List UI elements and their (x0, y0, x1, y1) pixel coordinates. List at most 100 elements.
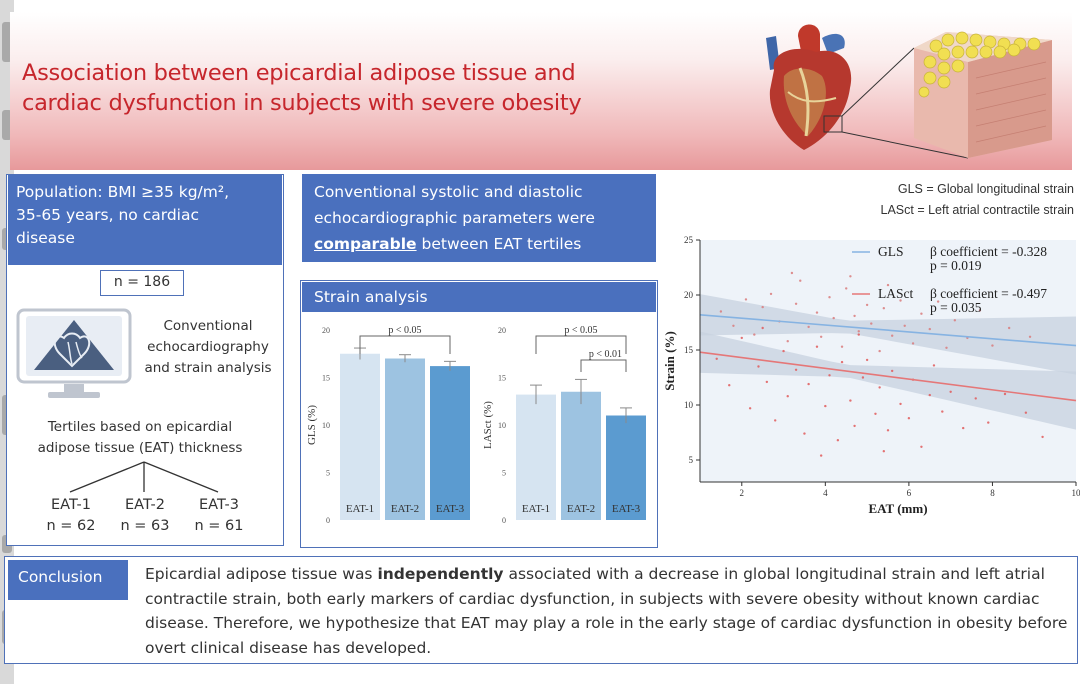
lasct-data-point (774, 419, 777, 422)
lasct-data-point (928, 393, 931, 397)
gls-data-point (953, 319, 957, 322)
conventional-line-3: comparable between EAT tertiles (314, 231, 646, 257)
lasct-y-tick-label: 0 (502, 516, 506, 525)
gls-category-label: EAT-1 (346, 503, 374, 515)
gls-bar-chart: GLS (%) 0 5 10 15 20 EAT-1 EAT-2 EAT-3 p < 0.05 (306, 325, 470, 525)
tertile-line-1: Tertiles based on epicardial (47, 419, 233, 435)
lasct-data-point (882, 450, 886, 453)
gls-data-point (769, 292, 773, 296)
lasct-data-point (1003, 392, 1007, 396)
lasct-data-point (836, 439, 840, 442)
gls-data-point (920, 312, 923, 315)
title-line-2: cardiac dysfunction in subjects with sev… (22, 90, 582, 116)
lasct-confidence-band (700, 331, 1076, 430)
scatter-x-tick-label: 2 (740, 488, 745, 498)
conventional-line-3-rest: between EAT tertiles (416, 235, 582, 253)
gls-data-point (840, 345, 844, 348)
gls-category-label: EAT-2 (391, 503, 419, 515)
scatter-y-axis-label: Strain (%) (662, 331, 677, 391)
gls-data-point (794, 302, 798, 305)
conventional-parameters-box: Conventional systolic and diastolic echo… (302, 174, 656, 262)
scatter-y-tick-label: 10 (684, 400, 694, 410)
gls-data-point (936, 300, 940, 303)
lasct-data-point (878, 386, 881, 389)
gls-data-point (815, 311, 819, 314)
gls-data-point (857, 330, 860, 333)
comparable-highlight: comparable (314, 235, 417, 253)
lasct-data-point (1024, 411, 1028, 414)
lasct-bar-2 (561, 391, 601, 520)
lasct-significance-label: p < 0.05 (564, 325, 597, 336)
lasct-data-point (849, 399, 852, 402)
scatter-y-tick-label: 25 (684, 235, 694, 245)
lasct-legend-name: LASct (878, 286, 913, 301)
gls-legend-name: GLS (878, 244, 904, 259)
gls-data-point (991, 344, 994, 347)
lasct-significance-bracket (580, 359, 627, 372)
gls-data-point (786, 340, 789, 343)
gls-data-point (790, 271, 794, 275)
conclusion-label: Conclusion (8, 560, 128, 600)
gls-data-point (744, 298, 748, 301)
gls-data-point (886, 283, 890, 287)
lasct-data-point (932, 364, 936, 367)
gls-y-tick-label: 20 (322, 326, 330, 335)
lasct-data-point (886, 429, 890, 432)
gls-data-point (853, 314, 856, 318)
gls-category-label: EAT-3 (436, 503, 465, 515)
gls-bar-1 (340, 353, 380, 520)
lasct-data-point (815, 345, 819, 348)
header-banner (10, 12, 1072, 170)
strain-analysis-header: Strain analysis (302, 282, 656, 312)
scatter-x-tick-label: 6 (907, 488, 912, 498)
gls-bar-2 (385, 358, 425, 520)
gls-data-point (903, 324, 906, 327)
lasct-data-point (865, 358, 869, 362)
eat-group-2-name: EAT-2 (125, 497, 165, 513)
gls-p-value: p = 0.019 (930, 258, 982, 273)
echo-method-text: Conventional echocardiography and strain… (138, 316, 278, 379)
lasct-y-tick-label: 10 (498, 421, 506, 430)
lasct-data-point (853, 424, 856, 428)
gls-data-point (819, 335, 823, 338)
lasct-data-point (824, 404, 827, 408)
gls-data-point (753, 333, 756, 336)
heart-adipose-illustration (766, 24, 1052, 159)
lasct-data-point (748, 407, 752, 410)
lasct-data-point (761, 326, 764, 330)
gls-data-point (865, 303, 869, 307)
eat-group-2: EAT-2 n = 63 (110, 495, 180, 537)
lasct-data-point (949, 390, 952, 393)
method-line-1: Conventional (163, 318, 253, 334)
scatter-y-tick-label: 5 (689, 455, 694, 465)
lasct-y-tick-label: 20 (498, 326, 506, 335)
lasct-y-axis-label: LASct (%) (482, 401, 494, 449)
scatter-y-tick-label: 15 (684, 345, 694, 355)
gls-data-point (928, 327, 931, 331)
gls-data-point (911, 342, 915, 345)
lasct-data-point (786, 395, 789, 398)
gls-significance-bracket (359, 335, 451, 354)
gls-significance-label: p < 0.05 (388, 325, 421, 336)
gls-data-point (799, 279, 802, 282)
eat-group-3-n: n = 61 (194, 518, 244, 534)
scatter-y-tick-label: 20 (684, 290, 694, 300)
eat-group-1: EAT-1 n = 62 (36, 495, 106, 537)
scatter-x-tick-label: 4 (823, 488, 828, 498)
eat-group-3: EAT-3 n = 61 (184, 495, 254, 537)
gls-bar-3 (430, 366, 470, 520)
lasct-data-point (874, 412, 877, 415)
lasct-category-label: EAT-2 (567, 503, 595, 515)
gls-data-point (1028, 335, 1032, 338)
gls-data-point (878, 349, 881, 353)
conclusion-post: associated with a decrease in global lon… (145, 565, 1068, 657)
lasct-beta-coefficient: β coefficient = -0.497 (930, 286, 1047, 301)
gls-data-point (828, 296, 831, 299)
lasct-data-point (715, 357, 718, 360)
gls-data-point (732, 324, 735, 327)
gls-regression-line (699, 314, 1077, 347)
lasct-data-point (1041, 435, 1044, 439)
method-line-3: and strain analysis (144, 360, 272, 376)
lasct-definition: LASct = Left atrial contractile strain (880, 203, 1075, 217)
gls-data-point (890, 334, 894, 337)
